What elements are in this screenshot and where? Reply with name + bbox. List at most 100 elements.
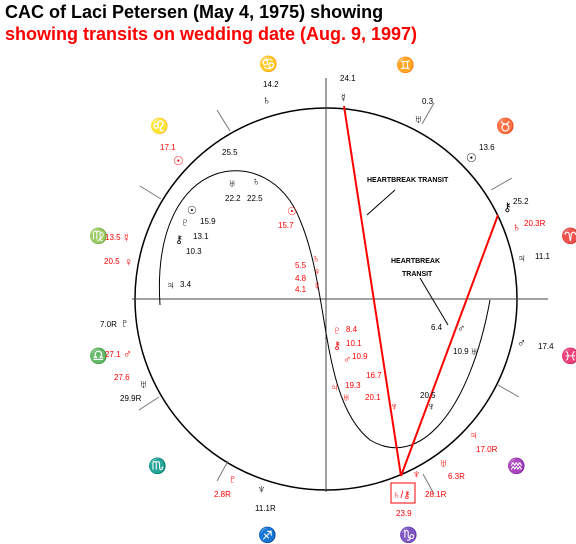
saturn-red-inner-icon: ♄ — [312, 253, 320, 265]
chart-title: CAC of Laci Petersen (May 4, 1975) showi… — [5, 2, 384, 22]
mars-inner-icon: ♂ — [457, 323, 465, 335]
zodiac-libra-icon: ♎ — [89, 347, 108, 365]
mercury-transit-value: 13.5 — [105, 233, 121, 242]
neptune-transit-icon: ♆ — [412, 467, 421, 481]
mars-transit-icon: ♂ — [123, 347, 132, 361]
sign-ticks — [138, 102, 520, 495]
venus-transit-value: 20.5 — [104, 257, 120, 266]
neptune-transit-value: 28.1R — [425, 490, 447, 499]
leader-line-1 — [366, 189, 396, 216]
zodiac-scorpio-icon: ♏ — [148, 457, 167, 475]
jupiter-natal-value: 11.1 — [535, 252, 551, 261]
pluto-transit-value: 2.8R — [214, 490, 231, 499]
zodiac-gemini-icon: ♊ — [396, 56, 415, 74]
heartbreak-transit-label-1: HEARTBREAK TRANSIT — [367, 177, 449, 184]
s-curve — [158, 170, 491, 449]
zodiac-capricorn-icon: ♑ — [399, 526, 418, 544]
heartbreak-lines — [343, 105, 499, 477]
zodiac-aries-icon: ♈ — [561, 227, 576, 245]
chiron-inner-icon: ⚷ — [175, 234, 183, 246]
sun-natal-value: 13.6 — [479, 143, 495, 152]
chiron-red-inner-icon: ⚷ — [333, 340, 341, 352]
jupiter-transit-value: 17.0R — [476, 445, 498, 454]
saturn-inner-small-icon: ♄ — [252, 176, 260, 188]
chart-subtitle: showing transits on wedding date (Aug. 9… — [5, 24, 418, 44]
pluto-natal-icon: ♇ — [120, 316, 129, 330]
heartbreak-transit-label-2b: TRANSIT — [402, 271, 433, 278]
jupiter-inner-icon: ♃ — [166, 278, 175, 292]
sun-natal-icon: ☉ — [466, 151, 477, 165]
jupiter-transit-icon: ♃ — [469, 428, 478, 442]
chiron-natal-icon: ⚷ — [503, 200, 512, 214]
sun-transit-value: 17.1 — [160, 143, 176, 152]
neptune-inner-icon: ♆ — [427, 401, 435, 413]
neptune-natal-value: 11.1R — [255, 504, 276, 513]
mars-transit-value-2: 27.6 — [114, 373, 130, 382]
pluto-inner-icon: ♇ — [181, 217, 189, 229]
inner-label: 4.8 — [295, 274, 307, 283]
saturn-transit-value: 20.3R — [524, 219, 546, 228]
inner-label: 10.1 — [346, 339, 362, 348]
inner-label: 22.2 — [225, 194, 241, 203]
zodiac-aquarius-icon: ♒ — [507, 457, 526, 475]
zodiac-virgo-icon: ♍ — [89, 227, 108, 245]
mercury-natal-value: 24.1 — [340, 74, 356, 83]
uranus-inner-icon: ♅ — [139, 377, 148, 391]
mars-natal-value: 17.4 — [538, 342, 554, 351]
mercury-red-inner-icon: ☿ — [313, 281, 321, 293]
mars-natal-icon: ♂ — [517, 336, 526, 350]
uranus-natal-value: 0.3 — [422, 97, 434, 106]
mercury-transit-icon: ☿ — [122, 231, 131, 245]
zodiac-sagittarius-icon: ♐ — [258, 526, 277, 544]
jupiter-natal-icon: ♃ — [517, 251, 526, 265]
sun-red-inner-icon: ☉ — [287, 206, 297, 218]
leader-line-2 — [419, 277, 449, 326]
mars-red-inner-icon: ♂ — [343, 354, 351, 366]
zodiac-taurus-icon: ♉ — [496, 117, 515, 135]
inner-label: 5.5 — [295, 261, 307, 270]
inner-label: 19.3 — [345, 381, 361, 390]
inner-label: 15.7 — [278, 221, 294, 230]
jupiter-inner-value: 3.4 — [180, 280, 192, 289]
uranus-inner-small-icon: ♅ — [228, 178, 236, 190]
venus-transit-icon: ♀ — [124, 255, 133, 269]
pluto-natal-value: 7.0R — [100, 320, 117, 329]
inner-label: 15.9 — [200, 217, 216, 226]
uranus-natal-icon: ♅ — [414, 112, 423, 126]
pluto-red-inner-icon: ♇ — [333, 325, 341, 337]
saturn-natal-value: 14.2 — [263, 80, 279, 89]
neptune-natal-icon: ♆ — [257, 482, 266, 496]
zodiac-cancer-icon: ♋ — [259, 55, 278, 73]
sun-inner-icon: ☉ — [187, 205, 197, 217]
uranus-transit-icon: ♅ — [439, 456, 448, 470]
zodiac-leo-icon: ♌ — [150, 117, 169, 135]
pluto-transit-icon: ♇ — [228, 472, 237, 486]
neptune-red-inner-icon: ♆ — [390, 401, 398, 413]
inner-label: 4.1 — [295, 285, 307, 294]
inner-label: 20.5 — [420, 391, 436, 400]
heartbreak-transit-label-2a: HEARTBREAK — [391, 258, 440, 265]
inner-label: 13.1 — [193, 232, 209, 241]
mars-transit-value: 27.1 — [105, 350, 121, 359]
inner-label: 20.1 — [365, 393, 381, 402]
saturn-natal-icon: ♄ — [262, 93, 271, 107]
venus-red-inner-icon: ♀ — [313, 266, 321, 278]
inner-label: 22.5 — [247, 194, 263, 203]
jupiter-red-inner-icon: ♃ — [330, 382, 338, 394]
zodiac-pisces-icon: ♓ — [561, 347, 576, 365]
saturn-transit-icon: ♄ — [512, 220, 521, 234]
mercury-natal-icon: ☿ — [339, 91, 348, 105]
capricorn-box — [390, 482, 416, 504]
uranus-inner-value: 29.9R — [120, 394, 142, 403]
inner-label: 10.9 — [352, 352, 368, 361]
inner-label: 8.4 — [346, 325, 358, 334]
uranus-inner-2-icon: ♅ — [470, 346, 478, 358]
chiron-natal-value: 25.2 — [513, 197, 529, 206]
inner-label: 10.3 — [186, 247, 202, 256]
inner-label: 10.9 — [453, 347, 469, 356]
uranus-transit-value: 6.3R — [448, 472, 465, 481]
inner-label: 16.7 — [366, 371, 382, 380]
uranus-red-inner-icon: ♅ — [342, 392, 350, 404]
inner-label: 25.5 — [222, 148, 238, 157]
